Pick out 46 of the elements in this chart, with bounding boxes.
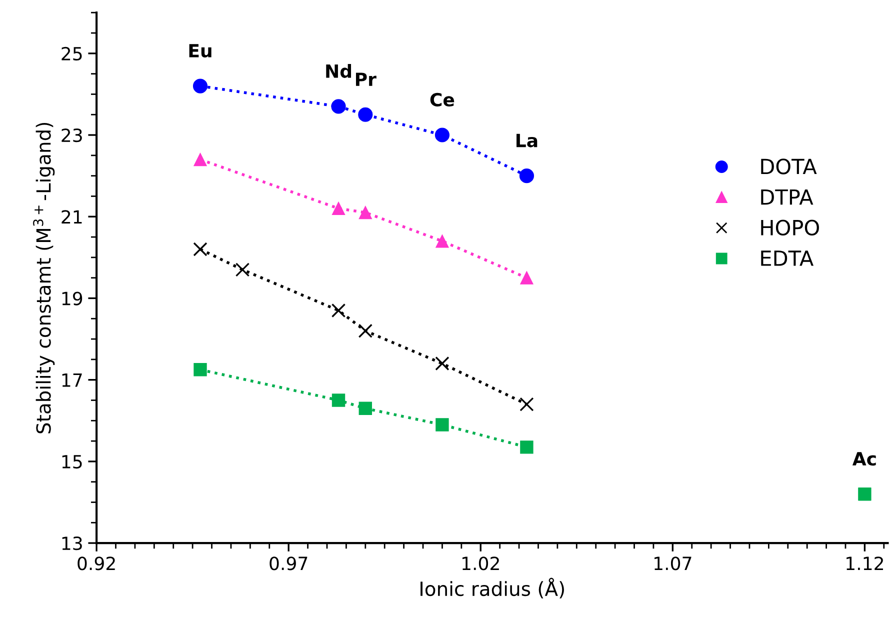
annotation: La (516, 134, 538, 148)
annotation: Ac (852, 452, 876, 466)
legend-label: EDTA (761, 250, 814, 266)
annotation: Ce (430, 92, 454, 107)
legend-label: DTPA (761, 189, 814, 205)
point (434, 128, 450, 142)
y-axis-title: Stability constamt (M$^{3+}$-Ligand) (33, 122, 55, 434)
point (358, 402, 372, 416)
point (194, 363, 207, 376)
point (520, 440, 534, 454)
point (520, 271, 534, 284)
point (858, 487, 872, 501)
point (192, 78, 208, 94)
point (436, 418, 449, 432)
point (435, 356, 450, 371)
point (358, 206, 372, 220)
point (520, 397, 534, 412)
point (194, 152, 207, 166)
annotation: Pr (356, 72, 376, 86)
point (436, 234, 449, 248)
point (331, 303, 346, 318)
annotation: Eu (189, 44, 212, 58)
x-tick-label: 1.12 (846, 556, 883, 570)
y-tick-label: 25 (62, 46, 82, 61)
x-tick-label: 1.07 (654, 556, 692, 570)
y-tick-label: 23 (62, 128, 82, 142)
point (519, 168, 534, 184)
point (193, 242, 208, 256)
point (332, 202, 346, 216)
point (332, 394, 346, 407)
point (358, 107, 373, 122)
point (331, 99, 346, 114)
x-tick-label: 0.92 (78, 556, 115, 570)
y-tick-label: 15 (62, 455, 82, 469)
y-tick-label: 21 (62, 210, 82, 224)
x-axis-title: Ionic radius (Å) (420, 578, 564, 598)
annotation: Nd (326, 64, 352, 78)
x-tick-label: 1.02 (462, 556, 499, 570)
y-tick-label: 19 (62, 292, 82, 306)
legend-label: HOPO (761, 220, 819, 236)
x-tick-label: 0.97 (270, 556, 308, 570)
point (235, 262, 250, 277)
y-tick-label: 13 (62, 536, 82, 550)
y-tick-label: 17 (62, 374, 82, 387)
point (358, 324, 372, 338)
legend-label: DOTA (761, 158, 817, 174)
